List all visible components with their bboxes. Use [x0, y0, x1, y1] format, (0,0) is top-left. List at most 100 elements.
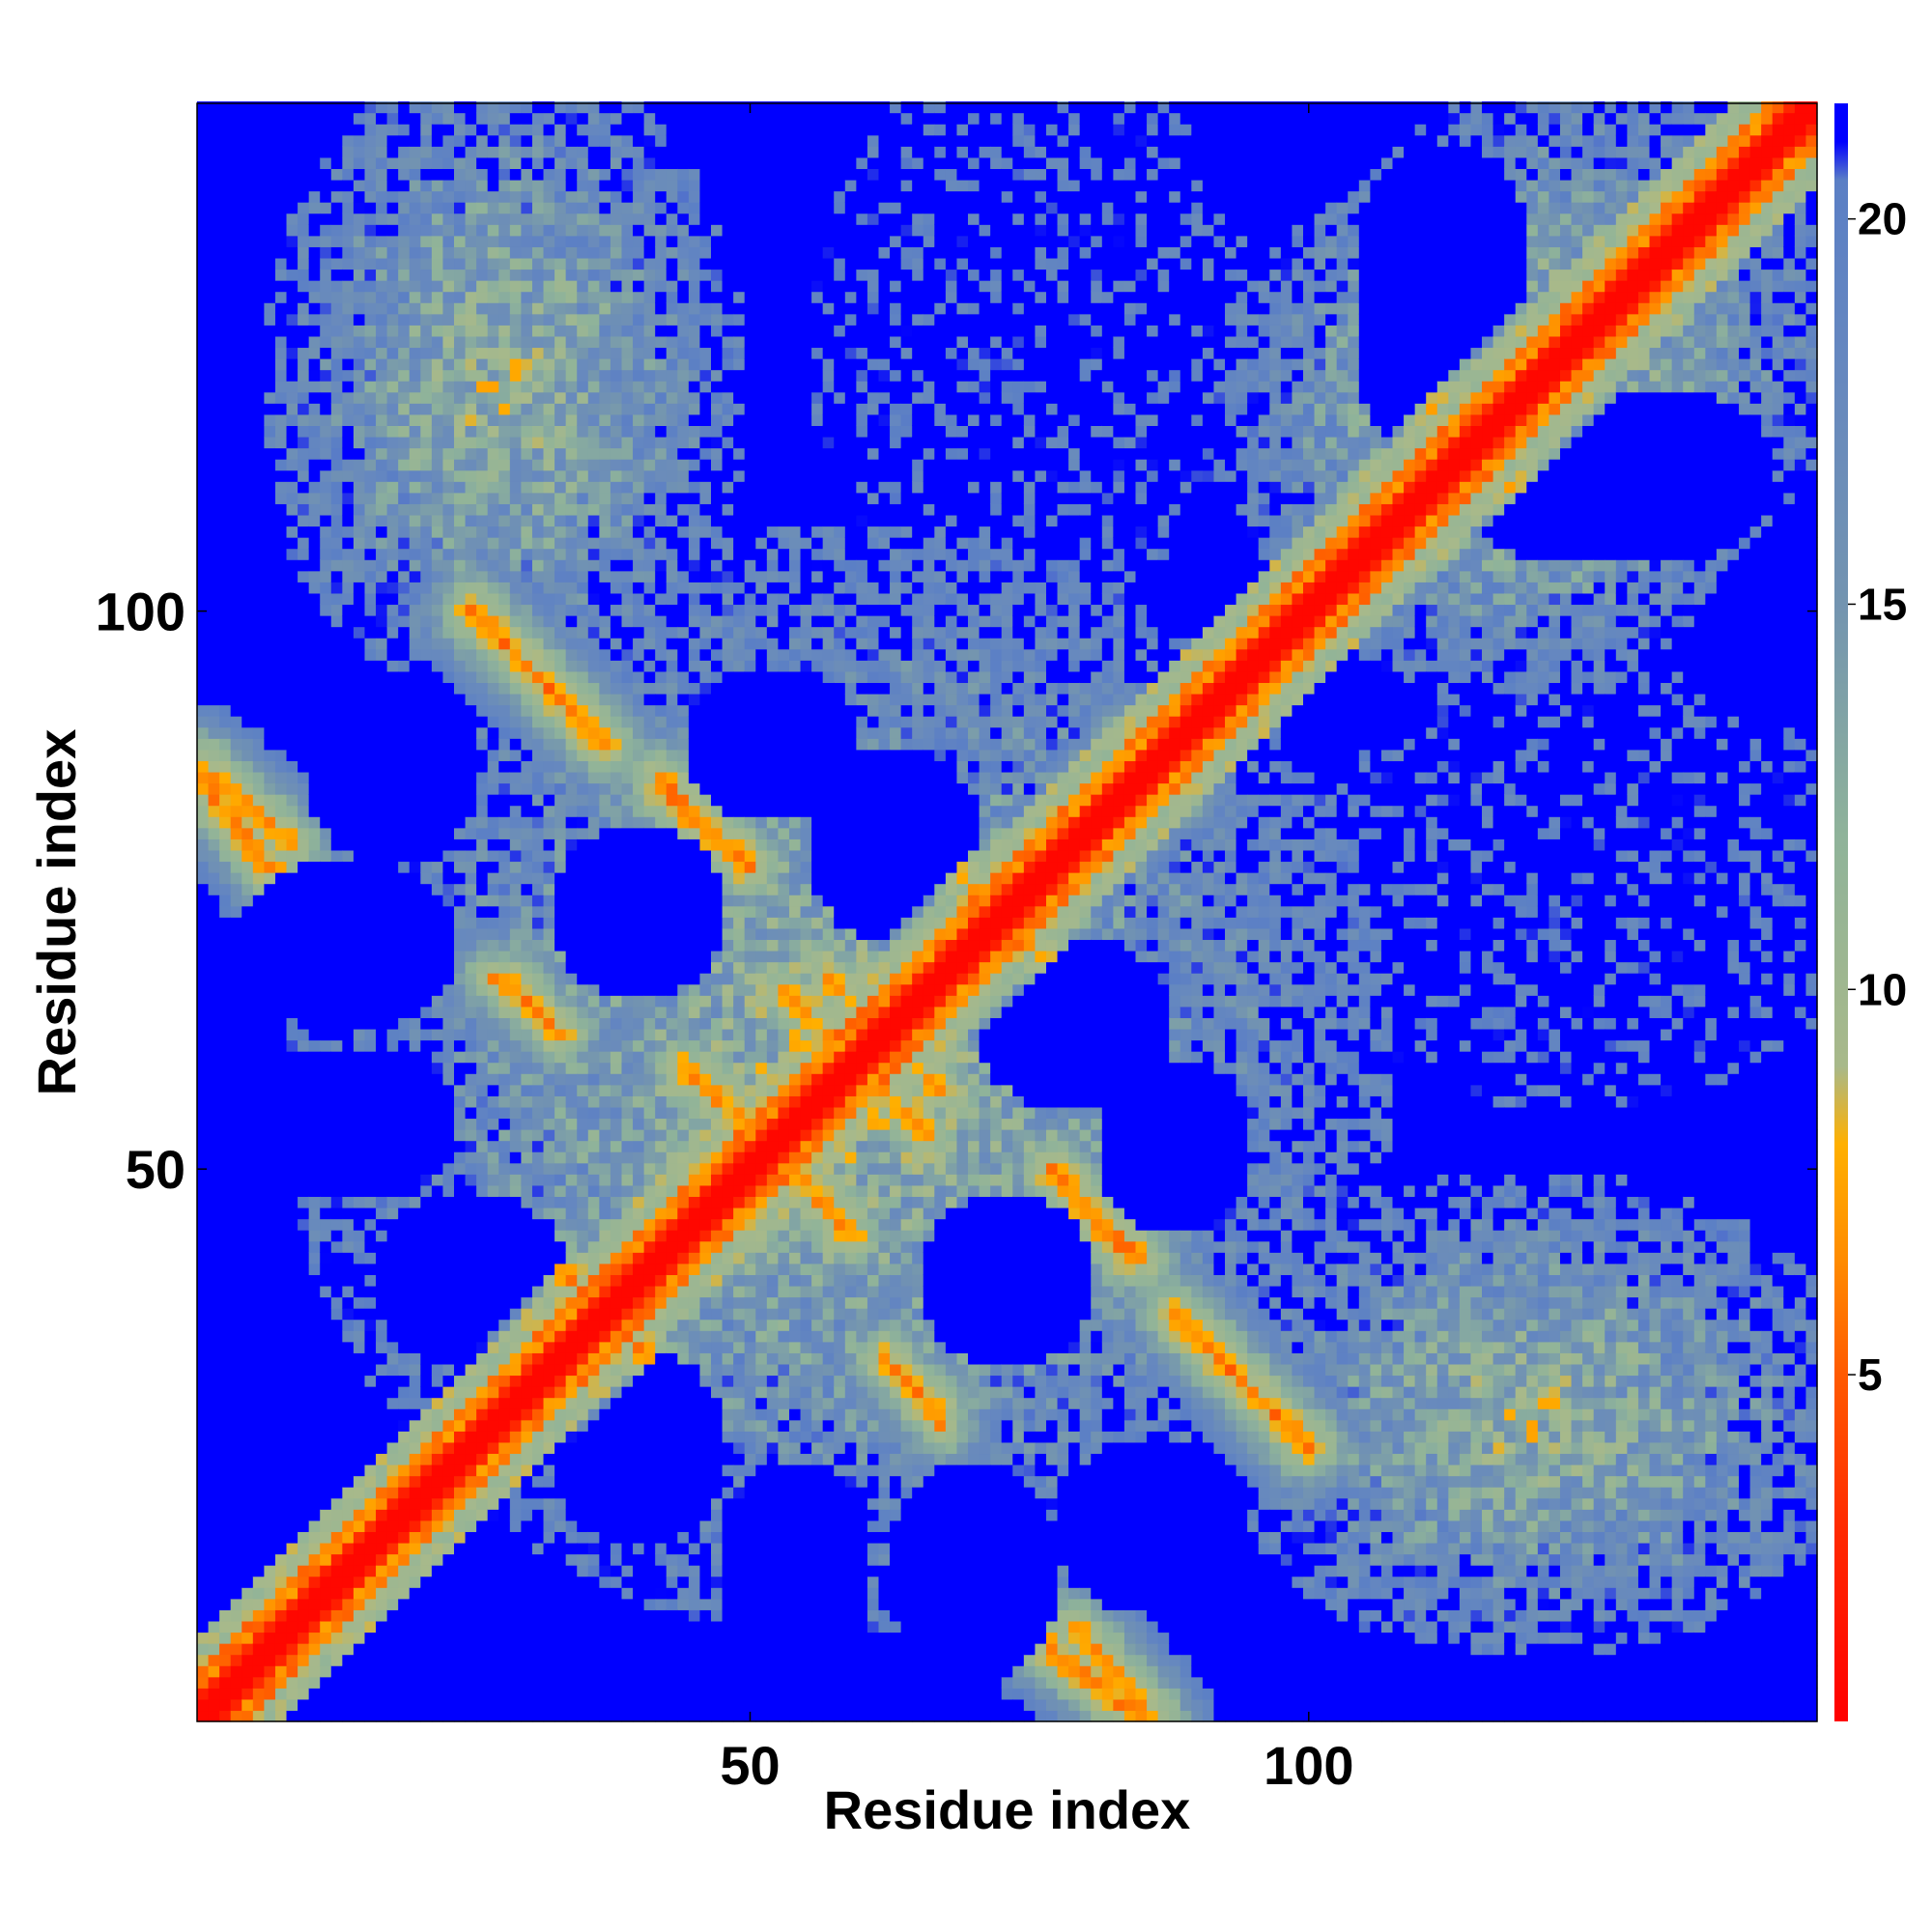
heatmap-cell — [454, 1352, 467, 1365]
heatmap-cell — [509, 302, 522, 315]
heatmap-cell — [197, 1363, 210, 1377]
heatmap-cell — [308, 1184, 321, 1198]
heatmap-cell — [386, 1184, 399, 1198]
heatmap-cell — [442, 570, 455, 582]
heatmap-cell — [376, 604, 388, 616]
heatmap-cell — [487, 1151, 499, 1164]
heatmap-cell — [219, 1207, 232, 1220]
heatmap-cell — [487, 335, 499, 349]
heatmap-cell — [298, 1196, 310, 1208]
heatmap-cell — [465, 1352, 477, 1365]
heatmap-cell — [442, 459, 455, 471]
heatmap-cell — [386, 782, 399, 795]
heatmap-cell — [386, 425, 399, 438]
heatmap-cell — [208, 604, 220, 616]
heatmap-cell — [298, 280, 310, 293]
heatmap-cell — [242, 492, 254, 504]
heatmap-cell — [398, 112, 411, 125]
heatmap-cell — [219, 1084, 232, 1096]
heatmap-cell — [364, 548, 377, 560]
heatmap-cell — [376, 1230, 388, 1242]
heatmap-cell — [308, 1643, 321, 1656]
heatmap-cell — [509, 1632, 522, 1644]
heatmap-cell — [342, 447, 355, 460]
heatmap-cell — [398, 1632, 411, 1644]
heatmap-cell — [320, 235, 332, 247]
heatmap-cell — [308, 1419, 321, 1432]
heatmap-cell — [364, 1710, 377, 1722]
heatmap-cell — [420, 1140, 433, 1152]
heatmap-cell — [398, 1509, 411, 1521]
heatmap-cell — [543, 1319, 555, 1331]
heatmap-cell — [320, 1542, 332, 1555]
heatmap-cell — [465, 1184, 477, 1198]
heatmap-cell — [353, 905, 366, 918]
heatmap-cell — [376, 1665, 388, 1678]
heatmap-cell — [330, 917, 343, 929]
heatmap-cell — [376, 1330, 388, 1343]
heatmap-cell — [242, 1632, 254, 1644]
heatmap-cell — [442, 224, 455, 237]
heatmap-cell — [274, 1408, 288, 1421]
heatmap-cell — [420, 1475, 433, 1488]
heatmap-cell — [197, 1531, 210, 1544]
heatmap-cell — [543, 1587, 555, 1600]
heatmap-cell — [409, 861, 421, 873]
heatmap-cell — [208, 548, 220, 560]
heatmap-cell — [264, 995, 276, 1008]
heatmap-cell — [274, 548, 288, 560]
heatmap-cell — [465, 1084, 477, 1096]
heatmap-cell — [298, 537, 310, 550]
heatmap-cell — [420, 1196, 433, 1208]
heatmap-cell — [487, 1330, 499, 1343]
heatmap-cell — [465, 1341, 477, 1353]
heatmap-cell — [330, 1174, 343, 1186]
heatmap-cell — [252, 1542, 265, 1555]
heatmap-cell — [498, 995, 511, 1008]
heatmap-cell — [264, 1184, 276, 1198]
heatmap-cell — [364, 1632, 377, 1644]
heatmap-cell — [208, 1363, 220, 1377]
heatmap-cell — [342, 146, 355, 158]
heatmap-cell — [320, 503, 332, 516]
heatmap-cell — [431, 1174, 444, 1186]
heatmap-cell — [476, 1441, 489, 1455]
heatmap-cell — [308, 403, 321, 415]
heatmap-cell — [442, 537, 455, 550]
heatmap-cell — [242, 638, 254, 650]
heatmap-cell — [376, 726, 388, 739]
heatmap-cell — [454, 1341, 467, 1353]
heatmap-cell — [409, 1419, 421, 1432]
heatmap-cell — [543, 436, 555, 449]
heatmap-cell — [264, 648, 276, 661]
heatmap-cell — [420, 1620, 433, 1634]
heatmap-cell — [286, 1285, 298, 1298]
heatmap-cell — [531, 917, 545, 929]
heatmap-cell — [308, 313, 321, 326]
heatmap-cell — [274, 1039, 288, 1052]
heatmap-cell — [364, 213, 377, 225]
heatmap-cell — [376, 1576, 388, 1588]
heatmap-cell — [298, 391, 310, 404]
heatmap-cell — [242, 1698, 254, 1712]
heatmap-cell — [308, 939, 321, 952]
heatmap-cell — [342, 269, 355, 281]
heatmap-cell — [274, 1598, 288, 1610]
heatmap-cell — [230, 1174, 242, 1186]
heatmap-cell — [509, 1274, 522, 1287]
heatmap-cell — [298, 559, 310, 572]
heatmap-cell — [554, 1609, 567, 1622]
heatmap-cell — [454, 1408, 467, 1421]
heatmap-cell — [330, 425, 343, 438]
heatmap-cell — [298, 1609, 310, 1622]
heatmap-cell — [498, 503, 511, 516]
heatmap-cell — [531, 1441, 545, 1455]
heatmap-cell — [442, 1051, 455, 1064]
heatmap-cell — [376, 883, 388, 895]
heatmap-cell — [409, 190, 421, 203]
heatmap-cell — [208, 1431, 220, 1443]
heatmap-cell — [476, 1509, 489, 1521]
heatmap-cell — [431, 1509, 444, 1521]
heatmap-cell — [264, 190, 276, 203]
heatmap-cell — [330, 459, 343, 471]
